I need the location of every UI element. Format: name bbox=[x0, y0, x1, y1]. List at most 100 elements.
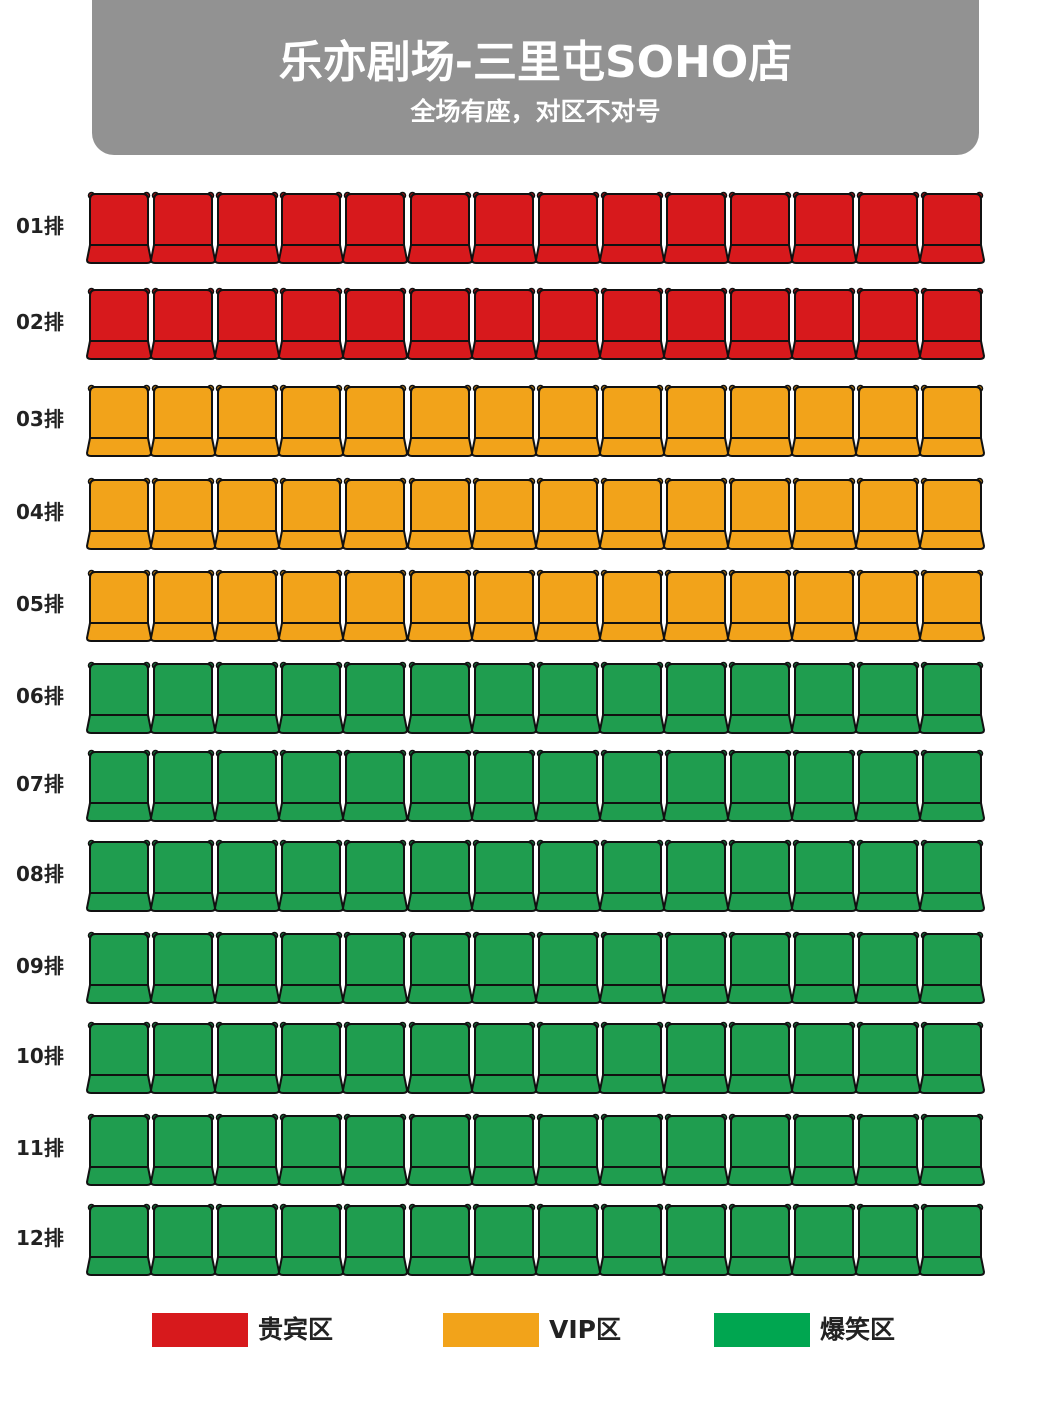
seat-baoxiao[interactable] bbox=[149, 749, 217, 823]
seat-baoxiao[interactable] bbox=[277, 839, 345, 913]
seat-vip[interactable] bbox=[854, 384, 922, 458]
seat-baoxiao[interactable] bbox=[918, 749, 986, 823]
seat-vip[interactable] bbox=[662, 569, 730, 643]
seat-baoxiao[interactable] bbox=[406, 749, 474, 823]
seat-vip[interactable] bbox=[854, 569, 922, 643]
seat-baoxiao[interactable] bbox=[149, 1113, 217, 1187]
seat-baoxiao[interactable] bbox=[149, 1203, 217, 1277]
seat-baoxiao[interactable] bbox=[277, 749, 345, 823]
seat-baoxiao[interactable] bbox=[726, 1203, 794, 1277]
seat-vip[interactable] bbox=[726, 477, 794, 551]
seat-guibin[interactable] bbox=[918, 287, 986, 361]
seat-baoxiao[interactable] bbox=[277, 1203, 345, 1277]
seat-baoxiao[interactable] bbox=[790, 931, 858, 1005]
seat-baoxiao[interactable] bbox=[149, 839, 217, 913]
seat-vip[interactable] bbox=[534, 384, 602, 458]
seat-vip[interactable] bbox=[790, 384, 858, 458]
seat-baoxiao[interactable] bbox=[918, 661, 986, 735]
seat-baoxiao[interactable] bbox=[726, 931, 794, 1005]
seat-baoxiao[interactable] bbox=[277, 661, 345, 735]
seat-guibin[interactable] bbox=[406, 191, 474, 265]
seat-baoxiao[interactable] bbox=[726, 1021, 794, 1095]
seat-vip[interactable] bbox=[213, 569, 281, 643]
seat-baoxiao[interactable] bbox=[662, 1113, 730, 1187]
seat-guibin[interactable] bbox=[534, 287, 602, 361]
seat-baoxiao[interactable] bbox=[918, 1203, 986, 1277]
seat-baoxiao[interactable] bbox=[470, 931, 538, 1005]
seat-baoxiao[interactable] bbox=[918, 1113, 986, 1187]
seat-baoxiao[interactable] bbox=[213, 1113, 281, 1187]
seat-baoxiao[interactable] bbox=[598, 1113, 666, 1187]
seat-baoxiao[interactable] bbox=[662, 661, 730, 735]
seat-baoxiao[interactable] bbox=[854, 749, 922, 823]
seat-guibin[interactable] bbox=[598, 191, 666, 265]
seat-baoxiao[interactable] bbox=[85, 931, 153, 1005]
seat-vip[interactable] bbox=[534, 569, 602, 643]
seat-vip[interactable] bbox=[598, 384, 666, 458]
seat-guibin[interactable] bbox=[790, 191, 858, 265]
seat-baoxiao[interactable] bbox=[85, 749, 153, 823]
seat-vip[interactable] bbox=[85, 384, 153, 458]
seat-guibin[interactable] bbox=[406, 287, 474, 361]
seat-baoxiao[interactable] bbox=[598, 749, 666, 823]
seat-guibin[interactable] bbox=[85, 287, 153, 361]
seat-vip[interactable] bbox=[662, 477, 730, 551]
seat-baoxiao[interactable] bbox=[213, 931, 281, 1005]
seat-baoxiao[interactable] bbox=[85, 1021, 153, 1095]
seat-baoxiao[interactable] bbox=[406, 931, 474, 1005]
seat-baoxiao[interactable] bbox=[85, 661, 153, 735]
seat-vip[interactable] bbox=[277, 569, 345, 643]
seat-baoxiao[interactable] bbox=[406, 661, 474, 735]
seat-baoxiao[interactable] bbox=[790, 1203, 858, 1277]
seat-baoxiao[interactable] bbox=[406, 1113, 474, 1187]
seat-baoxiao[interactable] bbox=[534, 749, 602, 823]
seat-baoxiao[interactable] bbox=[341, 661, 409, 735]
seat-baoxiao[interactable] bbox=[598, 839, 666, 913]
seat-vip[interactable] bbox=[341, 384, 409, 458]
seat-baoxiao[interactable] bbox=[662, 1021, 730, 1095]
seat-vip[interactable] bbox=[470, 477, 538, 551]
seat-baoxiao[interactable] bbox=[790, 839, 858, 913]
seat-baoxiao[interactable] bbox=[149, 1021, 217, 1095]
seat-baoxiao[interactable] bbox=[341, 1203, 409, 1277]
seat-guibin[interactable] bbox=[149, 287, 217, 361]
seat-vip[interactable] bbox=[918, 477, 986, 551]
seat-baoxiao[interactable] bbox=[213, 839, 281, 913]
seat-vip[interactable] bbox=[85, 477, 153, 551]
seat-baoxiao[interactable] bbox=[598, 931, 666, 1005]
seat-baoxiao[interactable] bbox=[598, 1021, 666, 1095]
seat-vip[interactable] bbox=[598, 477, 666, 551]
seat-baoxiao[interactable] bbox=[470, 1113, 538, 1187]
seat-baoxiao[interactable] bbox=[341, 839, 409, 913]
seat-baoxiao[interactable] bbox=[790, 1021, 858, 1095]
seat-baoxiao[interactable] bbox=[85, 1113, 153, 1187]
seat-baoxiao[interactable] bbox=[85, 839, 153, 913]
seat-baoxiao[interactable] bbox=[213, 749, 281, 823]
seat-vip[interactable] bbox=[406, 384, 474, 458]
seat-guibin[interactable] bbox=[470, 287, 538, 361]
seat-baoxiao[interactable] bbox=[149, 931, 217, 1005]
seat-baoxiao[interactable] bbox=[341, 1113, 409, 1187]
seat-baoxiao[interactable] bbox=[534, 931, 602, 1005]
seat-vip[interactable] bbox=[470, 569, 538, 643]
seat-baoxiao[interactable] bbox=[213, 1203, 281, 1277]
seat-baoxiao[interactable] bbox=[790, 661, 858, 735]
seat-guibin[interactable] bbox=[854, 287, 922, 361]
seat-baoxiao[interactable] bbox=[534, 1113, 602, 1187]
seat-baoxiao[interactable] bbox=[598, 1203, 666, 1277]
seat-guibin[interactable] bbox=[277, 191, 345, 265]
seat-vip[interactable] bbox=[854, 477, 922, 551]
seat-guibin[interactable] bbox=[277, 287, 345, 361]
seat-baoxiao[interactable] bbox=[406, 839, 474, 913]
seat-guibin[interactable] bbox=[854, 191, 922, 265]
seat-baoxiao[interactable] bbox=[213, 661, 281, 735]
seat-baoxiao[interactable] bbox=[277, 1021, 345, 1095]
seat-baoxiao[interactable] bbox=[598, 661, 666, 735]
seat-baoxiao[interactable] bbox=[149, 661, 217, 735]
seat-vip[interactable] bbox=[406, 569, 474, 643]
seat-baoxiao[interactable] bbox=[406, 1021, 474, 1095]
seat-baoxiao[interactable] bbox=[662, 839, 730, 913]
seat-baoxiao[interactable] bbox=[662, 1203, 730, 1277]
seat-guibin[interactable] bbox=[85, 191, 153, 265]
seat-vip[interactable] bbox=[149, 477, 217, 551]
